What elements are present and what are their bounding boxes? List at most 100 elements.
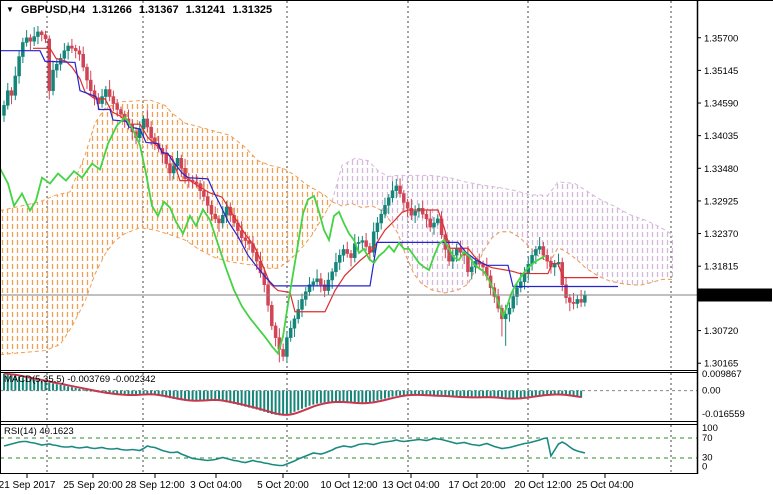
macd-histogram-bar: [248, 390, 251, 408]
bear-candle: [179, 158, 184, 169]
macd-histogram-bar: [565, 390, 568, 396]
macd-histogram-bar: [376, 390, 379, 401]
macd-histogram-bar: [244, 390, 247, 407]
price-axis-label: 1.33480: [704, 164, 738, 175]
bear-candle: [273, 325, 278, 338]
bull-candle: [288, 327, 293, 338]
time-axis-label: 17 Oct 20:00: [448, 480, 506, 491]
macd-histogram-bar: [500, 390, 503, 399]
bear-candle: [364, 240, 368, 247]
macd-histogram-bar: [297, 390, 300, 411]
rsi-axis-label: 70: [702, 433, 713, 444]
macd-histogram-bar: [52, 383, 55, 391]
bull-candle: [394, 185, 399, 191]
macd-histogram-bar: [274, 390, 277, 415]
macd-histogram-bar: [323, 390, 326, 403]
bull-candle: [469, 266, 474, 273]
bear-candle: [168, 163, 172, 174]
bear-candle: [428, 218, 432, 228]
macd-histogram-bar: [372, 390, 375, 402]
ichimoku-cloud-bearish-bottom-border: [0, 201, 333, 356]
macd-histogram-bar: [82, 389, 85, 391]
macd-histogram-bar: [33, 379, 36, 391]
macd-histogram-bar: [406, 390, 409, 395]
bull-candle: [515, 287, 519, 297]
macd-histogram-bar: [278, 390, 281, 416]
bear-candle: [405, 202, 410, 209]
bull-candle: [311, 281, 316, 285]
macd-histogram-bar: [285, 390, 288, 415]
macd-histogram-bar: [74, 387, 77, 391]
bull-candle: [13, 75, 18, 96]
macd-histogram-bar: [304, 390, 307, 408]
bull-candle: [537, 246, 542, 250]
main-price-panel[interactable]: [0, 1, 674, 369]
macd-histogram-bar: [433, 390, 436, 396]
time-axis-label: 21 Sep 2017: [0, 480, 56, 491]
macd-histogram-bar: [561, 390, 564, 395]
macd-histogram-bar: [116, 390, 119, 395]
macd-histogram-bar: [365, 390, 368, 403]
time-axis-label: 28 Sep 12:00: [125, 480, 185, 491]
price-axis-label: 1.31815: [704, 262, 738, 273]
macd-histogram-bar: [576, 390, 579, 398]
macd-histogram-bar: [150, 390, 153, 395]
macd-histogram-bar: [195, 390, 198, 401]
bear-candle: [115, 103, 119, 110]
rsi-panel[interactable]: [0, 425, 697, 473]
macd-histogram-bar: [127, 390, 130, 396]
bull-candle: [17, 56, 21, 77]
bear-candle: [183, 168, 187, 180]
bear-candle: [402, 193, 406, 203]
macd-panel[interactable]: [0, 372, 697, 421]
macd-histogram-bar: [161, 390, 164, 397]
symbol-dropdown-icon[interactable]: ▼: [6, 4, 14, 14]
bull-candle: [575, 299, 580, 304]
macd-histogram-bar: [538, 390, 541, 396]
macd-histogram-bar: [229, 390, 232, 404]
macd-histogram-bar: [112, 390, 115, 395]
macd-histogram-bar: [319, 390, 322, 403]
macd-histogram-bar: [172, 390, 175, 399]
macd-histogram-bar: [334, 390, 337, 402]
bull-candle: [432, 222, 436, 228]
price-axis-label: 1.35700: [704, 33, 738, 44]
price-axis-label: 1.32925: [704, 196, 738, 207]
macd-histogram-bar: [289, 390, 292, 414]
macd-histogram-bar: [327, 390, 330, 402]
bull-candle: [104, 89, 108, 97]
macd-histogram-bar: [236, 390, 239, 405]
time-axis[interactable]: 21 Sep 2017 25 Sep 20:00 28 Sep 12:00 3 Oct…: [0, 474, 634, 491]
bear-candle: [579, 299, 583, 303]
price-axis[interactable]: 1.35700 1.35145 1.34590 1.34035 1.33480 1.329…: [697, 33, 772, 370]
bull-candle: [62, 50, 67, 59]
bull-candle: [413, 210, 417, 216]
price-axis-label: 1.34035: [704, 131, 738, 142]
bull-candle: [55, 63, 59, 71]
bear-candle: [77, 50, 82, 55]
macd-histogram-bar: [572, 390, 575, 397]
macd-histogram-bar: [199, 390, 202, 401]
rsi-axis-label: 100: [702, 423, 718, 434]
macd-histogram-bar: [402, 390, 405, 395]
bear-candle: [194, 181, 199, 184]
bear-candle: [545, 255, 549, 262]
macd-histogram-bar: [474, 390, 477, 398]
bear-candle: [213, 213, 217, 220]
macd-histogram-bar: [580, 390, 583, 398]
macd-histogram-bar: [10, 375, 13, 391]
macd-histogram-bar: [463, 390, 466, 398]
macd-histogram-bar: [55, 384, 58, 391]
bull-candle: [66, 45, 70, 51]
tenkan-sen-line: [33, 47, 598, 313]
quote-low: 1.31241: [185, 4, 226, 16]
rsi-axis-label: 30: [702, 453, 713, 464]
current-price-tag: [698, 288, 772, 302]
macd-histogram-bar: [40, 381, 43, 391]
macd-histogram-bar: [391, 390, 394, 397]
macd-histogram-bar: [146, 390, 149, 395]
candles: [2, 25, 587, 363]
rsi-value: 40.1623: [39, 426, 74, 437]
bull-candle: [356, 242, 361, 244]
